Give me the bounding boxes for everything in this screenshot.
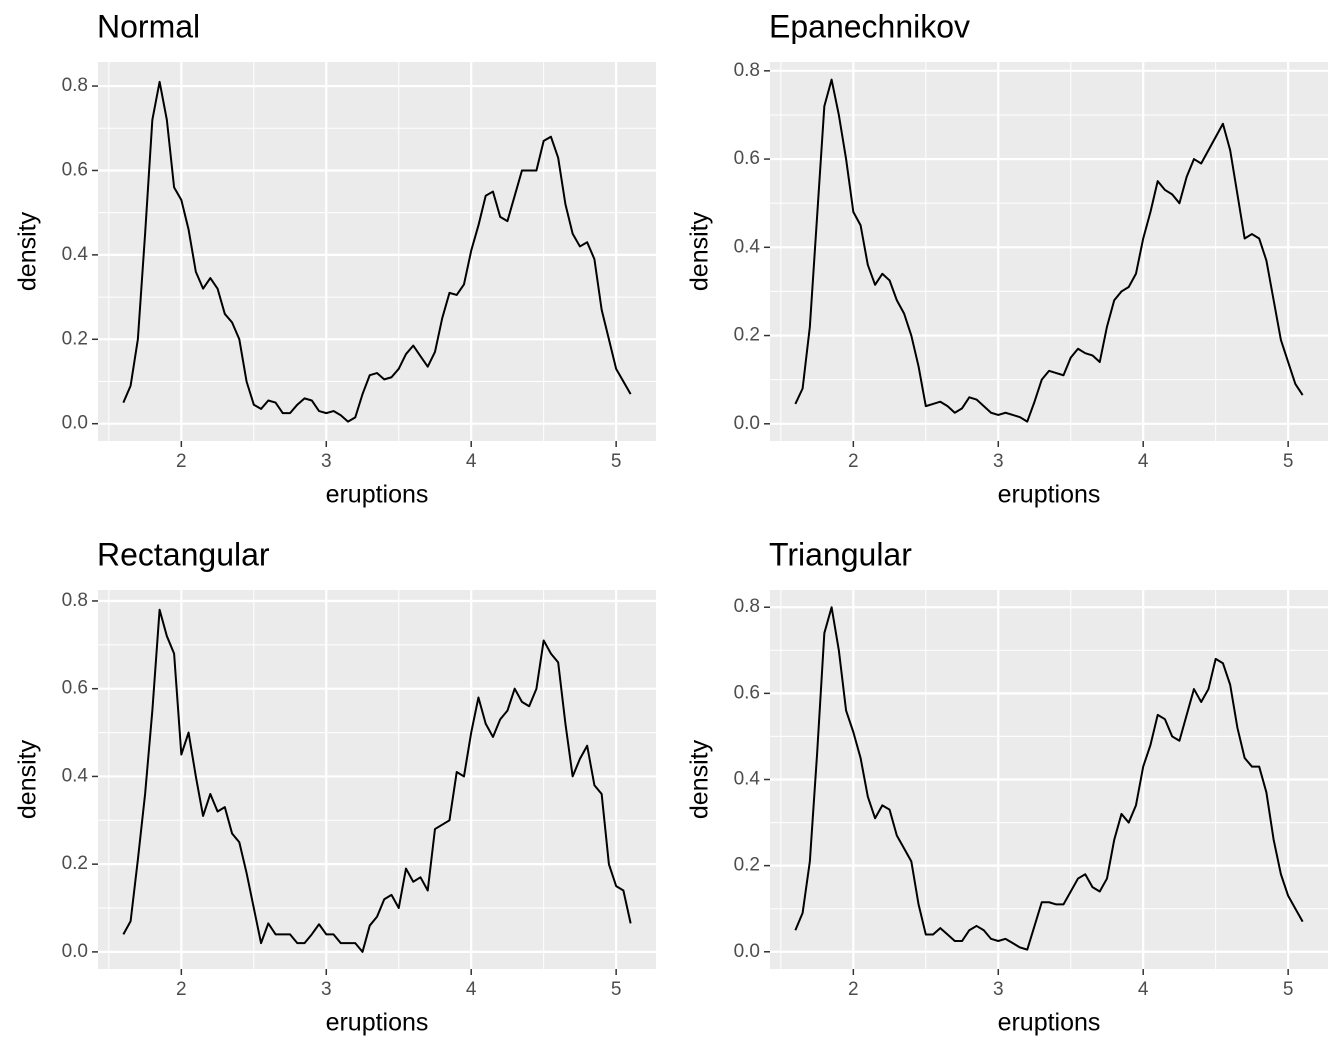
x-tick-label: 5 — [611, 979, 622, 1000]
x-tick-label: 2 — [848, 451, 859, 472]
y-tick-label: 0.0 — [62, 941, 88, 962]
y-axis-label: density — [686, 739, 714, 819]
x-tick-label: 4 — [466, 979, 477, 1000]
y-tick-label: 0.4 — [62, 765, 89, 786]
y-tick-label: 0.6 — [734, 682, 760, 703]
panel-background — [98, 62, 656, 441]
x-tick-label: 2 — [176, 979, 187, 1000]
y-tick-label: 0.6 — [62, 159, 88, 180]
y-axis-label: density — [686, 211, 714, 291]
x-tick-label: 3 — [993, 451, 1004, 472]
x-tick-label: 5 — [611, 451, 622, 472]
y-tick-label: 0.8 — [62, 75, 88, 96]
x-tick-label: 5 — [1283, 979, 1294, 1000]
x-tick-label: 5 — [1283, 451, 1294, 472]
y-tick-label: 0.4 — [62, 244, 89, 265]
x-tick-label: 4 — [1138, 451, 1149, 472]
x-axis-label: eruptions — [326, 1009, 429, 1037]
density-line — [122, 608, 632, 953]
y-tick-label: 0.4 — [734, 769, 761, 790]
y-tick-label: 0.2 — [734, 325, 760, 346]
x-tick-label: 4 — [1138, 979, 1149, 1000]
x-tick-label: 2 — [848, 979, 859, 1000]
x-tick-label: 3 — [321, 979, 332, 1000]
y-tick-label: 0.2 — [734, 855, 760, 876]
x-tick-label: 3 — [993, 979, 1004, 1000]
density-line — [122, 80, 632, 423]
y-tick-label: 0.6 — [734, 148, 760, 169]
x-tick-label: 2 — [176, 451, 187, 472]
x-tick-label: 4 — [466, 451, 477, 472]
x-tick-label: 3 — [321, 451, 332, 472]
panel-title: Rectangular — [97, 536, 270, 572]
y-tick-label: 0.2 — [62, 853, 88, 874]
y-tick-label: 0.0 — [734, 941, 760, 962]
x-axis-label: eruptions — [326, 481, 429, 509]
panel-title: Normal — [97, 8, 200, 44]
y-tick-label: 0.8 — [62, 590, 88, 611]
panel-background — [770, 62, 1328, 441]
x-axis-label: eruptions — [998, 1009, 1101, 1037]
y-axis-label: density — [14, 211, 42, 291]
y-tick-label: 0.0 — [62, 413, 88, 434]
panel-background — [98, 590, 656, 969]
density-line — [794, 606, 1304, 951]
y-axis-label: density — [14, 739, 42, 819]
y-tick-label: 0.6 — [62, 678, 88, 699]
y-tick-label: 0.8 — [734, 60, 760, 81]
y-tick-label: 0.4 — [734, 236, 761, 257]
y-tick-label: 0.8 — [734, 596, 760, 617]
panel-title: Triangular — [769, 536, 912, 572]
panel-title: Epanechnikov — [769, 8, 970, 44]
y-tick-label: 0.2 — [62, 328, 88, 349]
x-axis-label: eruptions — [998, 481, 1101, 509]
density-line — [794, 78, 1304, 423]
y-tick-label: 0.0 — [734, 413, 760, 434]
